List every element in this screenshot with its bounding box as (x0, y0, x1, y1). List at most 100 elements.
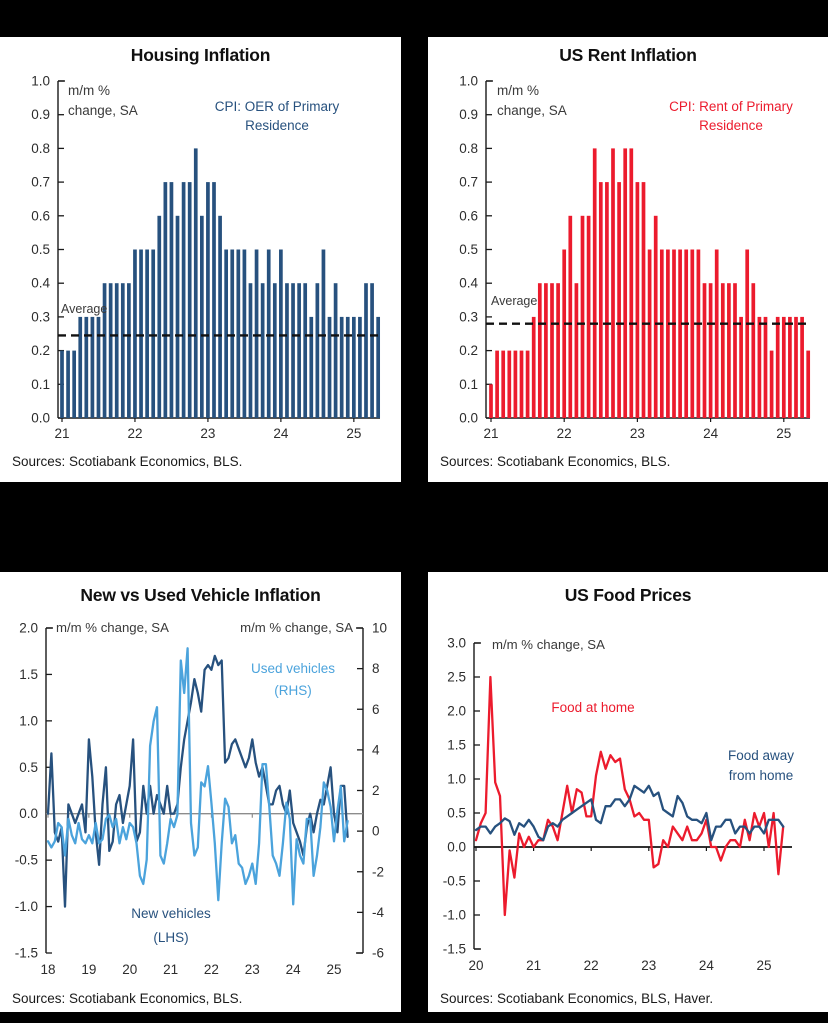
svg-text:-4: -4 (372, 905, 384, 920)
svg-text:0.8: 0.8 (31, 141, 50, 156)
svg-text:0.7: 0.7 (31, 175, 50, 190)
svg-text:1.5: 1.5 (19, 667, 38, 682)
svg-text:21: 21 (54, 426, 69, 441)
svg-text:18: 18 (40, 962, 55, 977)
svg-text:24: 24 (703, 426, 719, 441)
housing-inflation-panel: 1.0 0.9 0.8 0.7 0.6 0.5 0.4 0.3 0.2 0.1 0.0 21 22 23 2… (0, 37, 401, 482)
us-food-prices-panel: 3.0 2.5 2.0 1.5 1.0 0.5 0.0 -0.5 -1.0 -1.5 20 21 22 2… (428, 572, 828, 1012)
svg-text:CPI: OER of Primary: CPI: OER of Primary (215, 99, 340, 114)
svg-text:-0.5: -0.5 (15, 853, 38, 868)
svg-text:22: 22 (557, 426, 572, 441)
svg-text:m/m %: m/m % (68, 83, 110, 98)
svg-text:0: 0 (372, 824, 380, 839)
svg-text:1.0: 1.0 (19, 713, 38, 728)
sources-note: Sources: Scotiabank Economics, BLS. (440, 454, 671, 469)
housing-axes: 1.0 0.9 0.8 0.7 0.6 0.5 0.4 0.3 0.2 0.1 0.0 21 22 23 2… (31, 74, 380, 441)
us-food-prices-chart: 3.0 2.5 2.0 1.5 1.0 0.5 0.0 -0.5 -1.0 -1.520 21 22 2… (443, 636, 795, 974)
svg-text:10: 10 (372, 621, 387, 636)
svg-text:(RHS): (RHS) (274, 683, 312, 698)
svg-text:-2: -2 (372, 864, 384, 879)
sources-note: Sources: Scotiabank Economics, BLS. (12, 991, 243, 1006)
svg-text:m/m % change, SA: m/m % change, SA (240, 620, 353, 635)
svg-text:0.7: 0.7 (459, 175, 478, 190)
svg-text:0.1: 0.1 (459, 377, 478, 392)
svg-text:-6: -6 (372, 946, 384, 961)
svg-text:change, SA: change, SA (68, 103, 138, 118)
svg-text:23: 23 (630, 426, 645, 441)
svg-text:0.3: 0.3 (31, 309, 50, 324)
svg-text:m/m % change, SA: m/m % change, SA (56, 620, 169, 635)
svg-text:21: 21 (483, 426, 498, 441)
svg-text:2.0: 2.0 (19, 621, 38, 636)
svg-text:m/m % change, SA: m/m % change, SA (492, 637, 605, 652)
svg-text:CPI: Rent of Primary: CPI: Rent of Primary (669, 99, 793, 114)
svg-text:6: 6 (372, 702, 380, 717)
svg-text:20: 20 (468, 958, 483, 973)
chart-title: US Rent Inflation (559, 45, 697, 65)
svg-text:change, SA: change, SA (497, 103, 567, 118)
svg-text:21: 21 (526, 958, 541, 973)
chart-title: New vs Used Vehicle Inflation (80, 585, 321, 605)
svg-text:24: 24 (286, 962, 302, 977)
svg-text:0.0: 0.0 (447, 840, 466, 855)
chart-title: Housing Inflation (130, 45, 271, 65)
food-data (474, 675, 792, 917)
svg-text:0.5: 0.5 (19, 760, 38, 775)
svg-text:24: 24 (273, 426, 289, 441)
svg-text:Average: Average (61, 302, 107, 316)
svg-text:2.5: 2.5 (447, 670, 466, 685)
svg-text:20: 20 (122, 962, 137, 977)
housing-inflation-chart: 1.0 0.9 0.8 0.7 0.6 0.5 0.4 0.3 0.2 0.1 0.0 21 22 23 2… (31, 74, 381, 441)
svg-text:Average: Average (491, 294, 537, 308)
svg-text:22: 22 (204, 962, 219, 977)
svg-text:0.6: 0.6 (459, 208, 478, 223)
svg-text:Residence: Residence (699, 118, 763, 133)
svg-text:-0.5: -0.5 (443, 874, 466, 889)
svg-text:22: 22 (584, 958, 599, 973)
svg-text:0.8: 0.8 (459, 141, 478, 156)
food-annotations: m/m % change, SA Food at home Food away fro… (492, 637, 794, 783)
housing-data (58, 148, 381, 418)
svg-text:-1.0: -1.0 (443, 908, 466, 923)
svg-text:24: 24 (699, 958, 715, 973)
housing-annotations: m/m % change, SA CPI: OER of Primary Reside… (61, 83, 340, 316)
svg-text:8: 8 (372, 661, 380, 676)
svg-text:0.5: 0.5 (31, 242, 50, 257)
svg-text:0.6: 0.6 (31, 208, 50, 223)
svg-text:Used vehicles: Used vehicles (251, 661, 335, 676)
svg-text:0.9: 0.9 (31, 107, 50, 122)
svg-text:25: 25 (346, 426, 361, 441)
svg-text:-1.5: -1.5 (15, 946, 38, 961)
svg-text:25: 25 (776, 426, 791, 441)
svg-text:2.0: 2.0 (447, 704, 466, 719)
svg-text:0.1: 0.1 (31, 377, 50, 392)
vehicle-inflation-panel: 2.0 1.5 1.0 0.5 0.0 -0.5 -1.0 -1.5 10 8 6 4 2 0 -2 -4 -6… (0, 572, 401, 1012)
svg-text:0.5: 0.5 (459, 242, 478, 257)
svg-text:23: 23 (200, 426, 215, 441)
svg-text:0.4: 0.4 (459, 276, 478, 291)
svg-text:1.0: 1.0 (31, 74, 50, 89)
us-rent-inflation-chart: 1.0 0.9 0.8 0.7 0.6 0.5 0.4 0.3 0.2 0.1 0.0 21 22 23 2… (459, 74, 811, 441)
svg-text:23: 23 (245, 962, 260, 977)
svg-text:25: 25 (327, 962, 342, 977)
svg-text:(LHS): (LHS) (153, 930, 188, 945)
svg-text:0.0: 0.0 (459, 411, 478, 426)
svg-text:m/m %: m/m % (497, 83, 539, 98)
svg-text:0.5: 0.5 (447, 806, 466, 821)
us-rent-inflation-panel: 1.0 0.9 0.8 0.7 0.6 0.5 0.4 0.3 0.2 0.1 0.0 21 22 23 2… (428, 37, 828, 482)
svg-text:23: 23 (641, 958, 656, 973)
chart-title: US Food Prices (564, 585, 692, 605)
svg-text:Residence: Residence (245, 118, 309, 133)
rent-annotations: m/m % change, SA CPI: Rent of Primary Resid… (491, 83, 793, 308)
svg-text:0.0: 0.0 (19, 806, 38, 821)
svg-text:0.4: 0.4 (31, 276, 50, 291)
sources-note: Sources: Scotiabank Economics, BLS. (12, 454, 243, 469)
svg-text:Food at home: Food at home (551, 700, 634, 715)
svg-text:1.5: 1.5 (447, 738, 466, 753)
svg-text:Food away: Food away (728, 748, 794, 763)
svg-text:4: 4 (372, 742, 380, 757)
svg-text:-1.0: -1.0 (15, 899, 38, 914)
svg-text:25: 25 (756, 958, 771, 973)
svg-text:0.2: 0.2 (459, 343, 478, 358)
